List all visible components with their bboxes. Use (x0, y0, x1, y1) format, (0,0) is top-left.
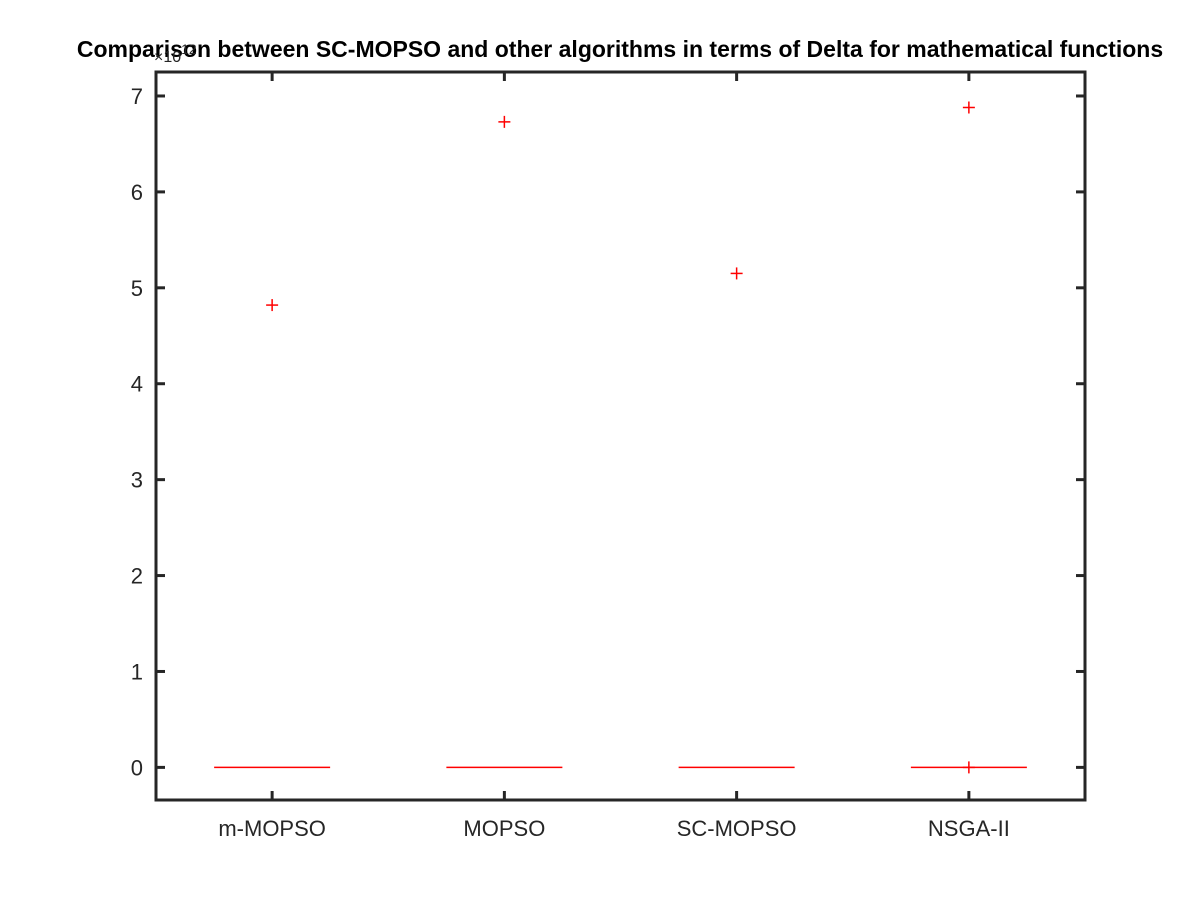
y-exponent-label: ×1012 (154, 41, 197, 66)
x-tick-label: m-MOPSO (218, 816, 326, 841)
chart-title: Comparison between SC-MOPSO and other al… (77, 36, 1163, 62)
plot-area: 0 1 2 3 4 5 6 7 ×1012 m-MOPSO MOPSO SC-MOPSO NSGA-II (131, 41, 1087, 841)
y-tick-label: 5 (131, 276, 143, 301)
outlier-marker (730, 267, 743, 280)
x-tick-label: NSGA-II (928, 816, 1010, 841)
y-tick-label: 3 (131, 468, 143, 493)
x-tick-label: SC-MOPSO (677, 816, 797, 841)
axes-box (154, 70, 1087, 802)
y-tick-label: 4 (131, 372, 143, 397)
y-tick-label: 6 (131, 180, 143, 205)
x-tick-label: MOPSO (463, 816, 545, 841)
outlier-marker (498, 115, 511, 128)
y-tick-label: 2 (131, 564, 143, 589)
y-tick-label: 1 (131, 659, 143, 684)
outlier-marker (962, 761, 975, 774)
outlier-marker (962, 101, 975, 114)
outlier-marker (266, 299, 279, 312)
y-tick-label: 7 (131, 84, 143, 109)
y-tick-label: 0 (131, 755, 143, 780)
